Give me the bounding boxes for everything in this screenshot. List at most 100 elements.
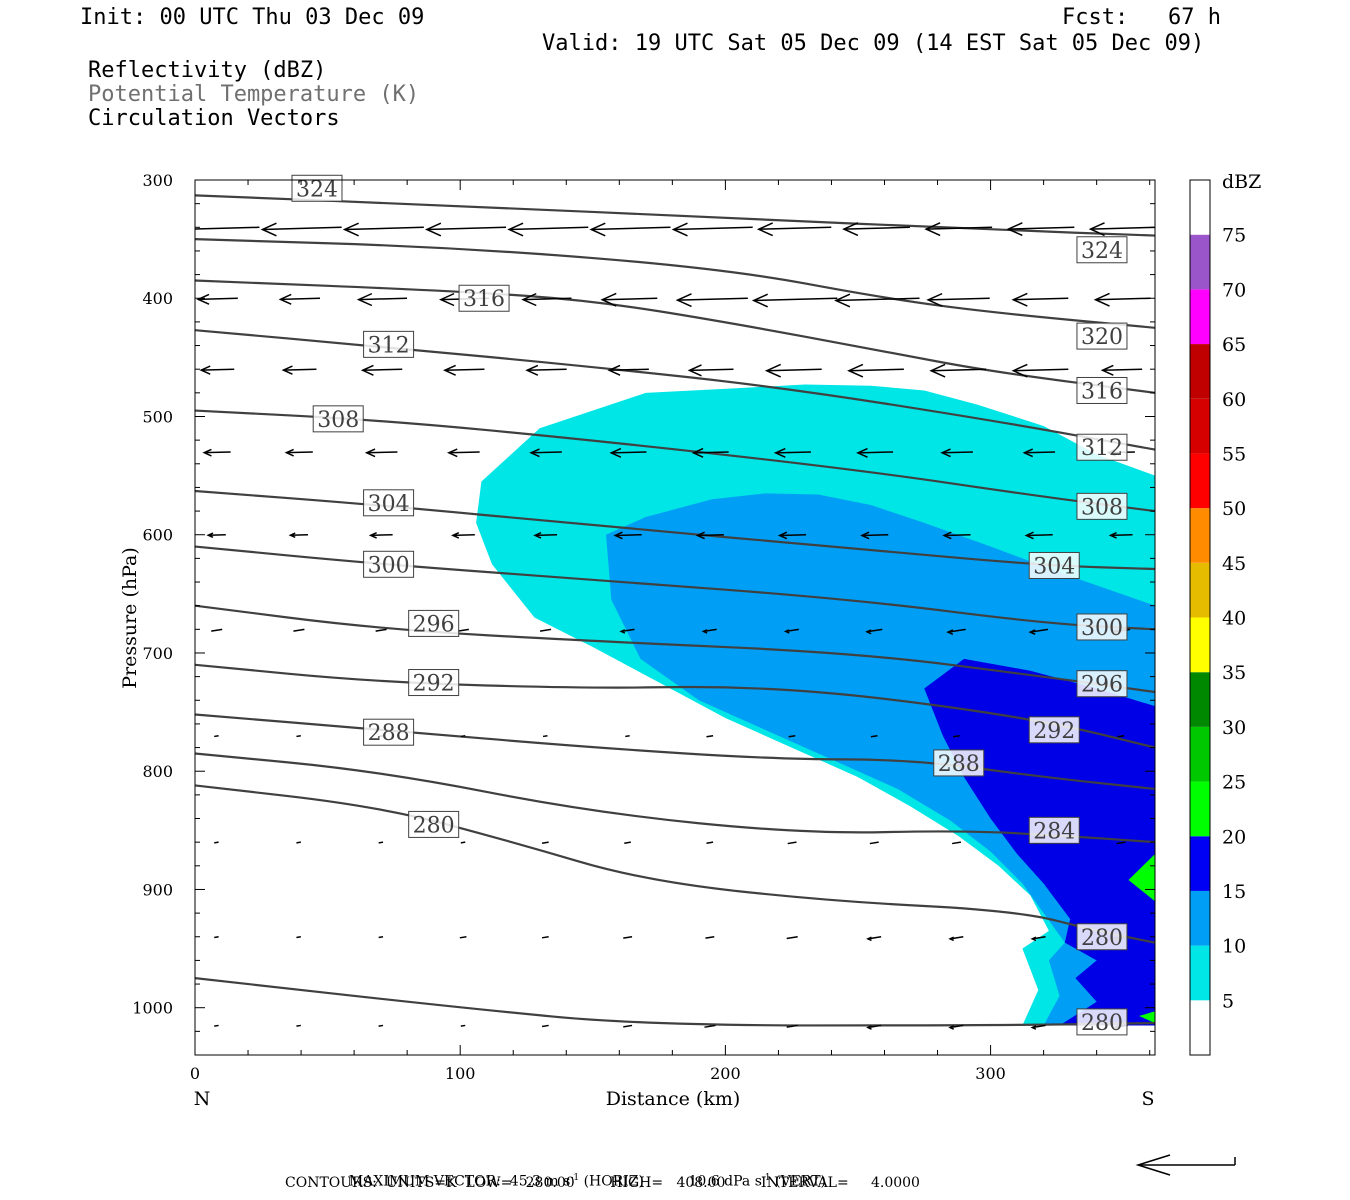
circulation-vector [786,936,798,940]
y-tick-label: 1000 [132,999,173,1018]
circulation-vector [443,364,485,376]
circulation-vector [940,448,973,458]
circulation-vector [460,841,466,844]
circulation-vector [924,222,993,237]
contour-label: 312 [1081,436,1123,461]
x-tick-label: 100 [445,1064,476,1083]
reference-vector-arrow [1135,1154,1236,1176]
contour-label: 292 [413,672,455,697]
circulation-vector [278,293,321,305]
circulation-vector [929,363,987,378]
circulation-vector [704,1024,716,1028]
circulation-vector [756,222,832,237]
colorbar-level-label: 50 [1222,498,1246,520]
colorbar-swatch [1190,836,1210,891]
y-tick-label: 700 [142,644,173,663]
circulation-vector [695,531,724,540]
circulation-vector [1100,364,1143,376]
theta-contour-308K [195,409,1155,513]
theta-contour-304K [195,489,1155,571]
colorbar-swatch [1190,453,1210,509]
theta-contour-296K [195,604,1155,694]
circulation-vector [619,628,635,634]
y-tick-label: 900 [142,880,173,899]
circulation-vector [425,222,507,237]
circulation-vector [866,1024,882,1030]
circulation-vector [211,628,223,632]
max-vector-line: MAXIMUM VECTOR: 45.3 m s-1 (HORIZ) 10.6 … [340,1157,826,1190]
theta-contour-316K [195,279,1155,394]
contour-label-box [312,405,364,433]
colorbar-level-label: 40 [1222,608,1246,630]
contour-label: 320 [1081,325,1123,350]
circulation-vector [521,292,572,307]
circulation-vector [378,936,384,939]
circulation-vector [613,531,642,540]
contours-info: CONTOURS: UNITS=K LOW= 280.00 HIGH= 408.… [285,1175,920,1191]
circulation-vector [541,936,549,939]
contour-label-box [1028,716,1080,744]
circulation-vector [214,1024,219,1027]
circulation-vector [459,936,467,939]
circulation-vector [364,448,398,458]
colorbar-swatch [1190,890,1210,946]
circulation-vector [451,531,475,539]
circulation-vector [533,531,558,539]
circulation-vector [623,1024,633,1028]
circulation-vector [624,841,631,844]
x-axis-south-label: S [1141,1088,1154,1110]
theta-contour-300K [195,545,1155,631]
colorbar-level-label: 70 [1222,279,1246,301]
field-circulation-vectors: Circulation Vectors [88,106,340,131]
field-potential-temperature: Potential Temperature (K) [88,82,420,107]
circulation-vector [296,841,301,844]
colorbar-swatch [1190,781,1210,837]
max-vector-horiz-unit: (HORIZ) [583,1173,644,1190]
circulation-vector [951,841,962,845]
circulation-vector [842,222,910,237]
contour-label-box [1076,236,1128,264]
theta-contour-280K [195,977,1155,1027]
circulation-vector [786,1024,798,1028]
colorbar-level-label: 20 [1222,826,1246,848]
circulation-vector [860,531,889,540]
circulation-vector [1108,531,1133,539]
circulation-vector [773,447,811,458]
circulation-vector [856,447,894,458]
theta-contour-292K [195,663,1155,749]
max-vector-vert: 10.6 dPa s [688,1173,762,1190]
circulation-vector [214,735,219,738]
circulation-vector [281,365,317,375]
circulation-vector [788,735,796,738]
contour-label-box [363,489,415,517]
circulation-vector [375,628,387,632]
contour-label-box [1076,433,1128,461]
contour-label: 300 [1081,616,1123,641]
circulation-vector [378,841,384,844]
contour-label: 280 [1081,1011,1123,1036]
circulation-vector [529,448,562,458]
horiz-exponent: -1 [570,1173,580,1183]
circulation-vector [706,735,714,738]
colorbar-swatch [1190,1000,1210,1055]
contour-label-box [1076,1008,1128,1036]
circulation-vector [525,364,567,376]
circulation-vector [600,292,658,307]
circulation-vector [1022,448,1056,458]
circulation-vector [195,226,260,230]
circulation-vector [1011,292,1069,307]
circulation-vector [777,531,807,540]
colorbar-level-label: 5 [1222,990,1234,1012]
contour-label-box [1076,923,1128,951]
circulation-vector [196,293,238,305]
circulation-vector [1024,531,1053,540]
circulation-vector [460,735,466,738]
contour-label-box [1076,492,1128,520]
circulation-vector [296,735,301,738]
circulation-vector [783,628,800,634]
colorbar-frame [1189,179,1211,1056]
circulation-vector [368,531,393,539]
circulation-vector [865,628,883,635]
contour-label: 304 [1033,554,1075,579]
contour-label: 312 [368,333,410,358]
